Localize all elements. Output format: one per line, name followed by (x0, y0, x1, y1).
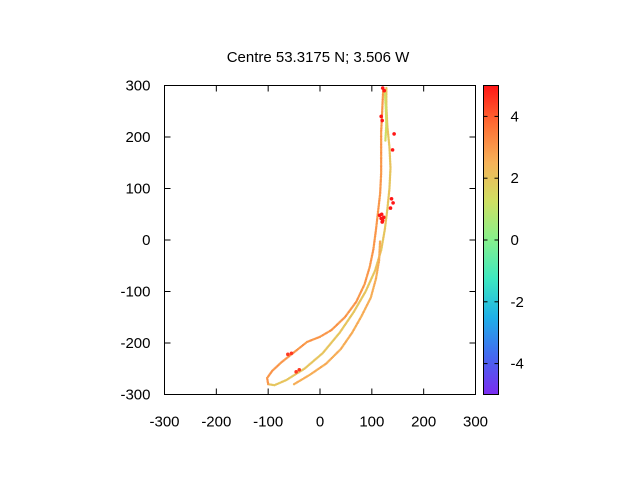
y-tick-label: -300 (120, 387, 150, 404)
track-point (385, 86, 388, 90)
chart-title: Centre 53.3175 N; 3.506 W (227, 49, 410, 66)
highlight-point (388, 206, 393, 210)
highlight-point (380, 86, 385, 90)
highlight-point (391, 201, 395, 205)
x-tick-label: 300 (463, 414, 488, 431)
data-marks (265, 86, 396, 387)
colorbar-tick-label: -2 (511, 294, 524, 311)
highlight-point (289, 351, 294, 356)
x-tick-label: 200 (411, 414, 436, 431)
x-tick-label: 100 (359, 414, 384, 431)
colorbar-tick-label: 2 (511, 170, 519, 187)
colorbar-tick-label: 4 (511, 108, 519, 125)
x-axis: -300 -200 -100 0 100 200 300 (149, 85, 488, 431)
y-tick-label: 100 (125, 181, 150, 198)
plot-frame (164, 85, 476, 395)
highlight-point (390, 148, 395, 152)
x-tick-label: -100 (253, 414, 283, 431)
track-point (384, 139, 387, 142)
highlight-point (379, 212, 384, 217)
y-tick-label: 300 (125, 78, 150, 95)
colorbar-axis: -4 -2 0 2 4 (483, 108, 524, 373)
y-tick-label: 200 (125, 129, 150, 146)
highlight-point (380, 118, 385, 123)
highlight-point (297, 367, 302, 372)
y-axis: -300 -200 -100 0 100 200 300 (120, 78, 476, 404)
highlight-point (392, 132, 396, 136)
colorbar-tick-label: -4 (511, 356, 524, 373)
colorbar-tick-label: 0 (511, 232, 519, 249)
y-tick-label: 0 (142, 232, 150, 249)
x-tick-label: 0 (316, 414, 324, 431)
x-tick-label: -300 (149, 414, 179, 431)
highlight-point (380, 220, 385, 224)
highlight-point (286, 352, 290, 357)
highlight-point (379, 114, 383, 119)
x-tick-label: -200 (201, 414, 231, 431)
y-tick-label: -100 (120, 284, 150, 301)
highlight-point (389, 197, 394, 201)
y-tick-label: -200 (120, 335, 150, 352)
highlight-point (381, 215, 386, 220)
highlight-point (382, 88, 387, 93)
track-point (378, 240, 382, 243)
highlight-point (294, 370, 298, 374)
